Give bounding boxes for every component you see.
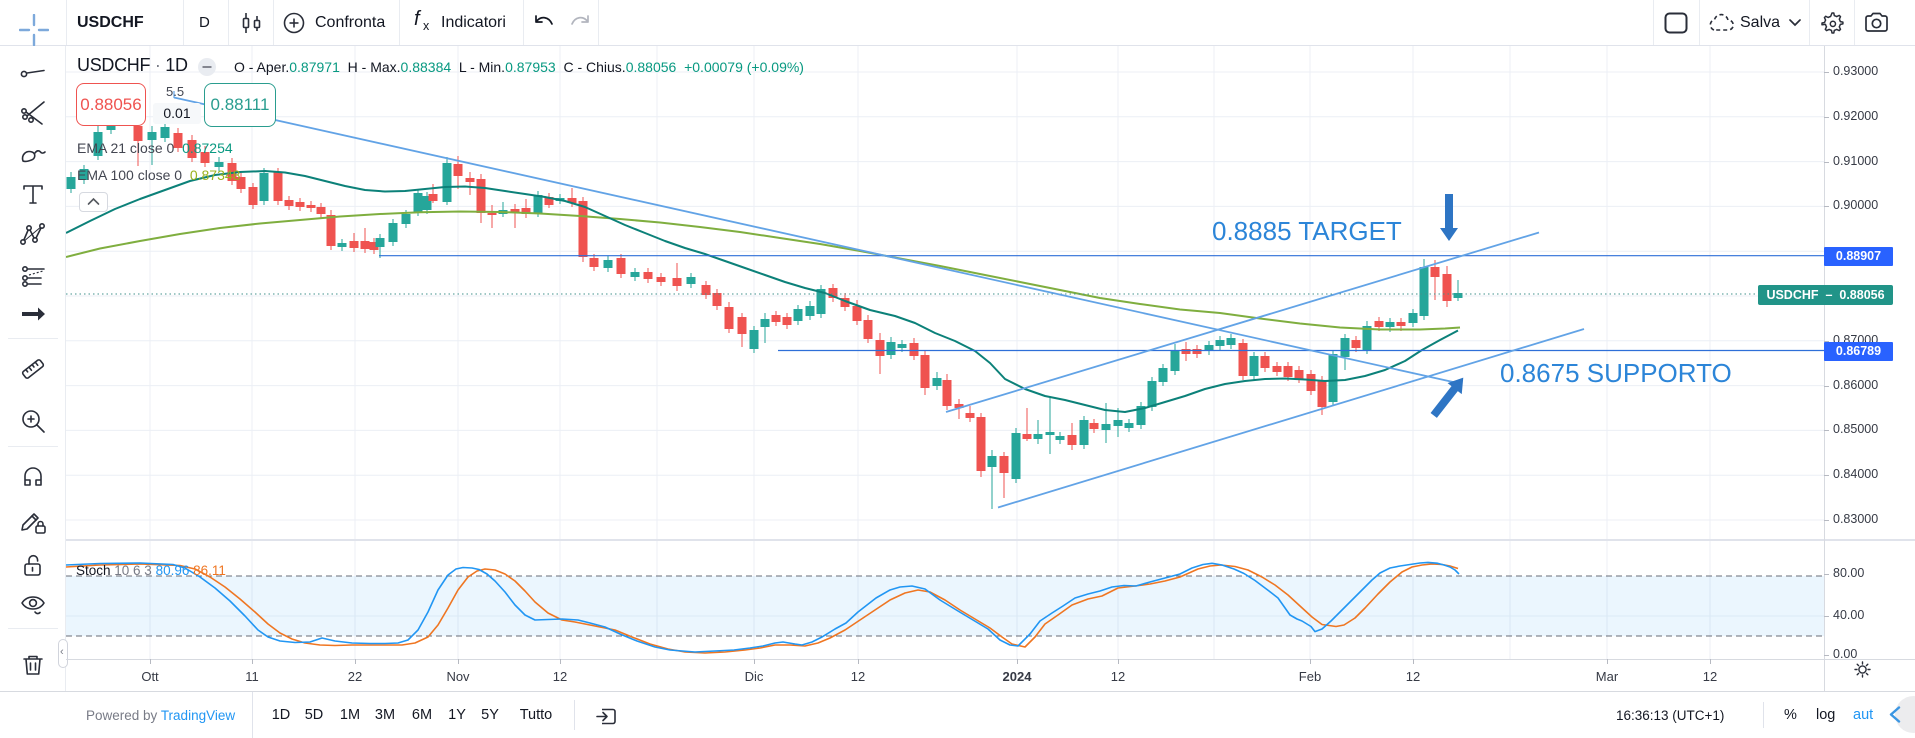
svg-text:0.8885 TARGET: 0.8885 TARGET — [1212, 216, 1402, 246]
svg-text:0.8675 SUPPORTO: 0.8675 SUPPORTO — [1500, 358, 1732, 388]
